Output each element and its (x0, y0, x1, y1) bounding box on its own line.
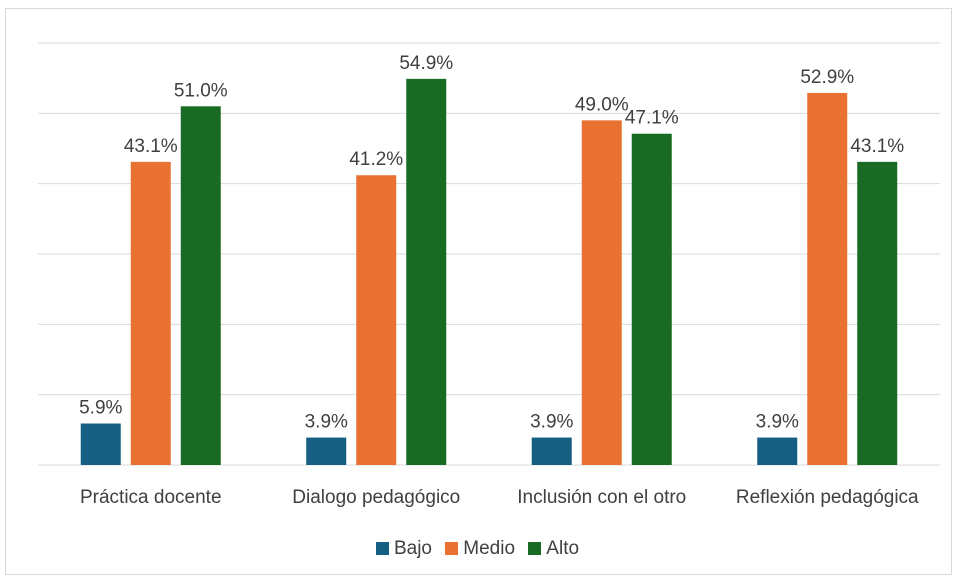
data-label: 43.1% (850, 136, 904, 157)
bar-bajo (80, 423, 121, 465)
data-label: 41.2% (349, 149, 403, 170)
legend-item-bajo: Bajo (375, 538, 432, 560)
x-tick-label: Reflexión pedagógica (736, 487, 919, 508)
legend-swatch-bajo (375, 542, 389, 555)
data-label: 5.9% (79, 398, 122, 419)
bar-alto (180, 106, 221, 466)
legend: Bajo Medio Alto (0, 538, 955, 560)
legend-label-medio: Medio (463, 538, 516, 559)
data-label: 47.1% (625, 108, 679, 129)
data-label: 3.9% (530, 412, 573, 433)
bar-bajo (757, 437, 798, 465)
x-tick-label: Dialogo pedagógico (292, 487, 460, 508)
data-label: 52.9% (800, 67, 854, 88)
legend-label-bajo: Bajo (393, 538, 432, 559)
data-label: 49.0% (575, 94, 629, 115)
data-label: 54.9% (399, 53, 453, 74)
bar-alto (406, 78, 447, 466)
bar-bajo (531, 437, 572, 465)
data-label: 43.1% (124, 136, 178, 157)
x-tick-label: Práctica docente (80, 487, 222, 508)
legend-swatch-alto (528, 542, 542, 555)
bar-medio (807, 92, 848, 465)
legend-item-medio: Medio (445, 538, 515, 560)
bar-medio (356, 175, 397, 465)
bar-medio (581, 120, 622, 465)
data-label: 3.9% (756, 412, 799, 433)
bar-medio (130, 161, 171, 465)
bar-alto (857, 161, 898, 465)
data-label: 51.0% (174, 80, 228, 101)
legend-item-alto: Alto (528, 538, 579, 560)
x-tick-label: Inclusión con el otro (517, 487, 686, 508)
bar-alto (631, 133, 672, 466)
bar-bajo (306, 437, 347, 465)
legend-label-alto: Alto (546, 538, 580, 559)
legend-swatch-medio (445, 542, 459, 555)
data-label: 3.9% (305, 412, 348, 433)
